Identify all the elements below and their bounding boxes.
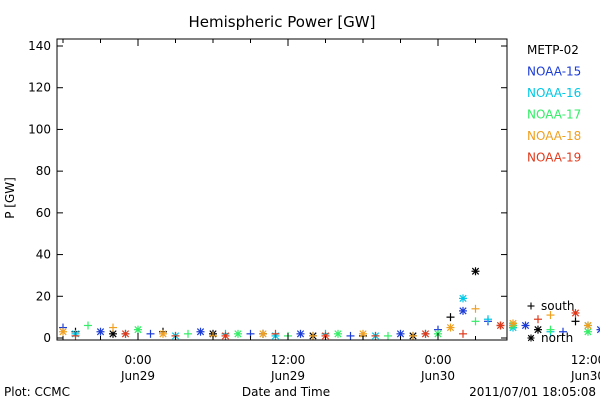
data-point-north — [459, 306, 467, 315]
data-point-north — [596, 325, 600, 334]
y-tick-label: 60 — [36, 206, 51, 220]
plot-timestamp: 2011/07/01 18:05:08 — [469, 385, 596, 399]
data-point-north — [96, 327, 105, 336]
data-point-north — [459, 294, 467, 303]
legend-entry: NOAA-16 — [527, 86, 581, 100]
data-point-south — [546, 311, 555, 320]
y-tick-label: 20 — [36, 289, 51, 303]
data-point-south — [309, 331, 317, 340]
legend-asterisk-marker — [527, 334, 535, 342]
y-tick-label: 80 — [36, 164, 51, 178]
data-point-north — [234, 329, 242, 338]
x-axis: 0:00Jun2912:00Jun290:00Jun3012:00Jun300:… — [62, 39, 600, 383]
data-point-south — [459, 329, 467, 338]
data-point-north — [321, 331, 330, 340]
data-point-south — [346, 331, 355, 340]
data-point-south — [409, 331, 417, 340]
data-point-south — [371, 331, 380, 340]
data-point-north — [421, 329, 430, 338]
data-point-north — [159, 329, 167, 338]
data-point-south — [71, 331, 80, 340]
x-tick-time: 0:00 — [125, 353, 152, 367]
plot-marks — [59, 267, 600, 340]
data-point-south — [84, 321, 92, 330]
data-point-south — [184, 329, 192, 338]
data-point-south — [484, 315, 492, 324]
data-point-north — [509, 319, 517, 328]
data-point-north — [259, 329, 267, 338]
data-point-north — [59, 327, 67, 336]
y-axis: 0 20 40 60 80 100 120 140 — [28, 39, 507, 345]
legend-entry: NOAA-19 — [527, 151, 581, 165]
legend-marker-label: north — [541, 331, 573, 345]
x-tick-time: 0:00 — [425, 353, 452, 367]
legend-marker-label: south — [541, 299, 575, 313]
data-point-north — [584, 321, 592, 330]
data-point-north — [471, 267, 480, 276]
data-point-north — [196, 327, 205, 336]
y-tick-label: 40 — [36, 248, 51, 262]
data-point-north — [334, 329, 342, 338]
plot-frame — [56, 38, 508, 341]
legend-entry: NOAA-17 — [527, 108, 581, 122]
data-point-south — [271, 329, 280, 338]
data-point-north — [571, 308, 580, 317]
data-point-north — [121, 329, 130, 338]
data-point-north — [296, 329, 305, 338]
data-point-south — [546, 325, 555, 334]
data-point-north — [221, 331, 230, 340]
x-tick-date: Jun29 — [270, 369, 305, 383]
data-point-south — [471, 304, 480, 313]
data-point-north — [496, 321, 505, 330]
data-point-south — [146, 329, 155, 338]
legend-entry: NOAA-18 — [527, 129, 581, 143]
data-point-south — [471, 317, 480, 326]
x-tick-time: 12:00 — [271, 353, 306, 367]
y-tick-label: 0 — [43, 331, 51, 345]
x-tick-date: Jun29 — [120, 369, 155, 383]
data-point-south — [571, 317, 580, 326]
legend-entry: METP-02 — [527, 43, 579, 57]
x-tick-date: Jun30 — [570, 369, 600, 383]
y-tick-label: 140 — [28, 39, 51, 53]
chart-title: Hemispheric Power [GW] — [189, 13, 376, 31]
plot-credit: Plot: CCMC — [4, 385, 70, 399]
legend-entry: NOAA-15 — [527, 65, 581, 79]
x-tick-date: Jun30 — [420, 369, 455, 383]
data-point-north — [134, 325, 142, 334]
y-axis-label: P [GW] — [3, 177, 17, 219]
data-point-south — [446, 313, 455, 322]
data-point-north — [534, 325, 542, 334]
legend-plus-marker — [527, 302, 535, 310]
data-point-south — [109, 323, 117, 332]
x-axis-title: Date and Time — [242, 385, 330, 399]
legend: METP-02 NOAA-15 NOAA-16 NOAA-17 NOAA-18 NOAA-… — [527, 43, 581, 345]
data-point-north — [584, 327, 592, 336]
x-tick-time: 12:00 — [571, 353, 600, 367]
y-tick-label: 120 — [28, 81, 51, 95]
data-point-north — [521, 321, 530, 330]
data-point-north — [446, 323, 455, 332]
data-point-south — [534, 315, 542, 324]
data-point-south — [384, 331, 392, 340]
y-tick-label: 100 — [28, 122, 51, 136]
data-point-south — [559, 327, 567, 336]
